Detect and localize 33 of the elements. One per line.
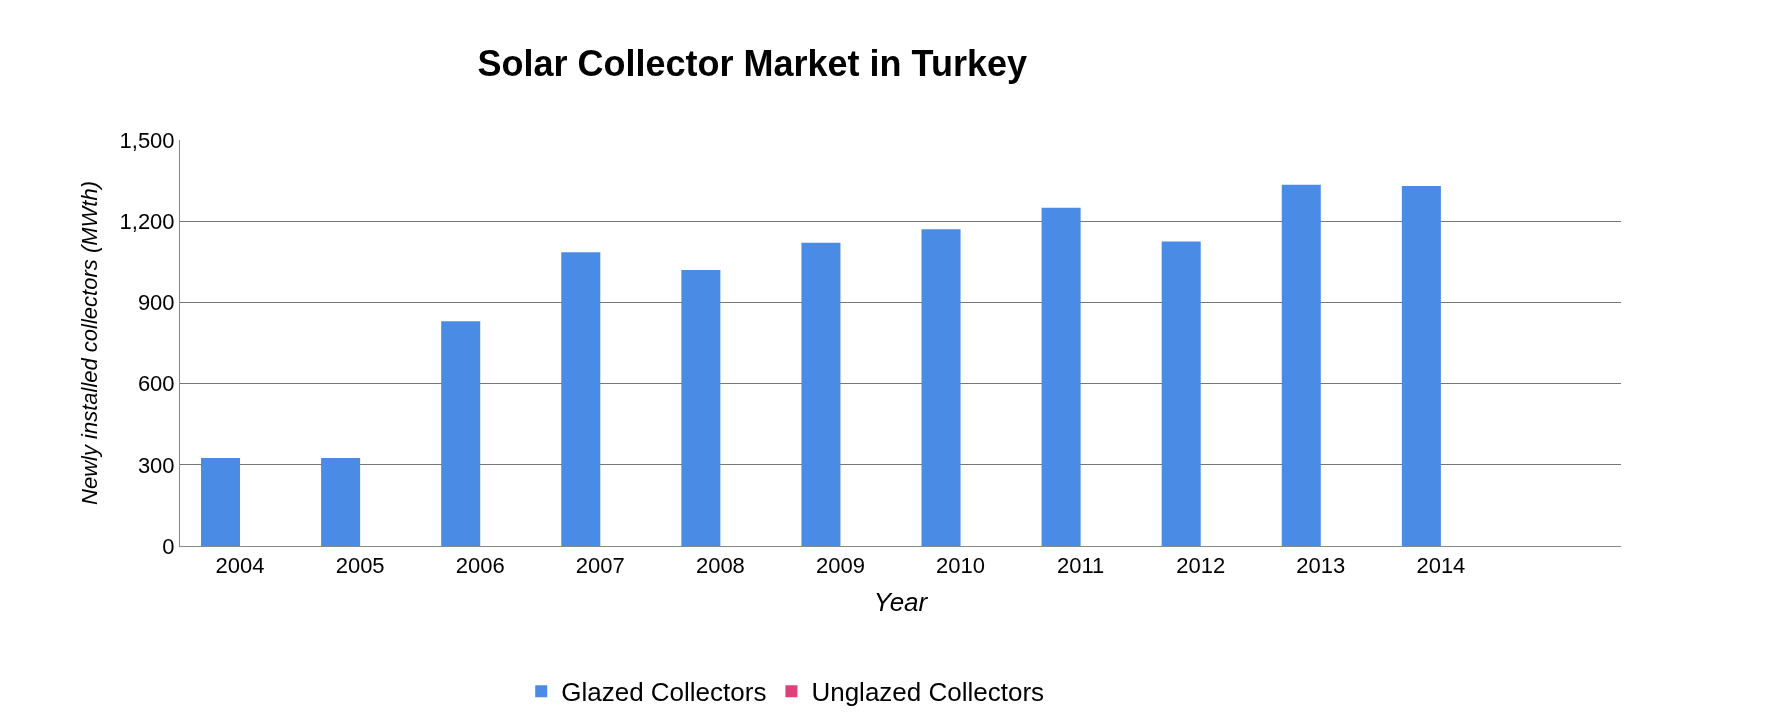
- x-tick-label: 2014: [1416, 553, 1466, 579]
- bar: [681, 269, 721, 546]
- x-tick-label: 2009: [815, 553, 865, 579]
- x-tick-label: 2013: [1296, 553, 1346, 579]
- legend-label: Glazed Collectors: [561, 677, 767, 708]
- x-tick-label: 2010: [936, 553, 986, 579]
- chart-title: Solar Collector Market in Turkey: [477, 43, 1027, 85]
- y-tick-label: 1,200: [119, 208, 175, 234]
- x-tick-label: 2006: [455, 553, 505, 579]
- y-axis-title: Newly installed collectors (MWth): [77, 181, 103, 505]
- y-tick-label: 300: [137, 452, 175, 478]
- bar: [201, 458, 241, 546]
- bar: [1161, 241, 1201, 546]
- bar: [1401, 186, 1441, 546]
- x-axis-title: Year: [873, 587, 929, 618]
- y-tick-label: 1,500: [119, 127, 175, 153]
- y-tick-label: 600: [137, 371, 175, 397]
- x-tick-label: 2011: [1056, 553, 1105, 579]
- x-tick-label: 2012: [1176, 553, 1226, 579]
- bar: [921, 229, 961, 546]
- x-tick-label: 2007: [575, 553, 625, 579]
- bar: [801, 242, 841, 546]
- legend-label: Unglazed Collectors: [811, 677, 1045, 708]
- y-tick-label: 0: [162, 533, 175, 559]
- x-tick-label: 2004: [215, 553, 265, 579]
- bar: [441, 321, 481, 546]
- bar: [1041, 207, 1081, 546]
- bar: [321, 458, 361, 546]
- x-tick-label: 2005: [335, 553, 385, 579]
- y-tick-label: 900: [137, 290, 175, 316]
- x-tick-label: 2008: [695, 553, 745, 579]
- bar: [1281, 184, 1321, 546]
- bar: [561, 252, 601, 546]
